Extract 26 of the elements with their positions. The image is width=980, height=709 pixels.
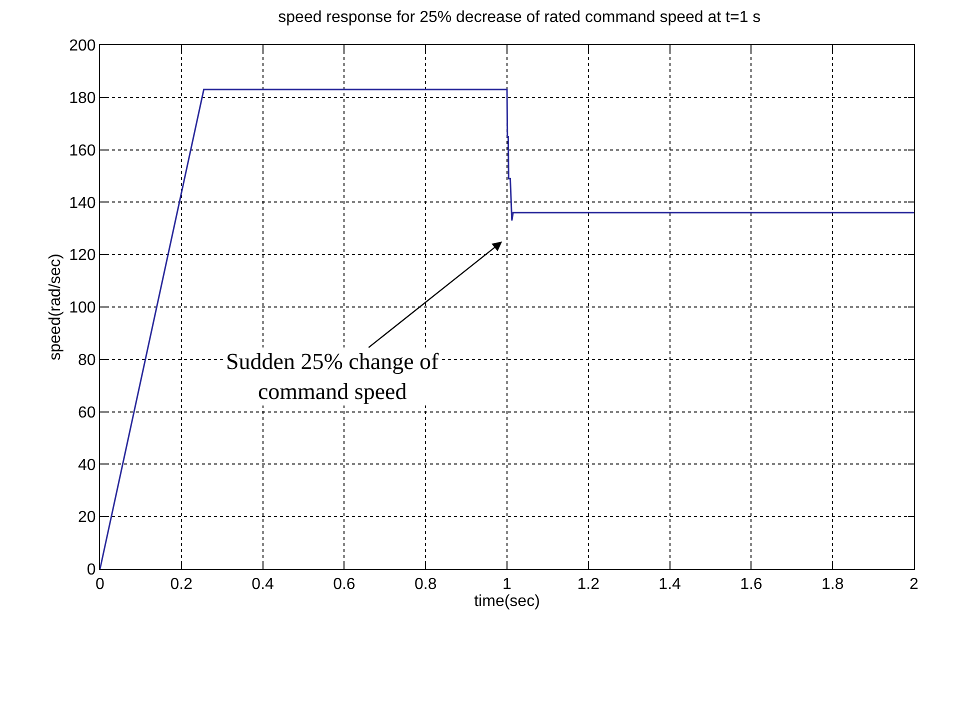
x-tick-label: 1 [502, 576, 512, 594]
chart-title: speed response for 25% decrease of rated command speed at t=1 s [278, 8, 761, 26]
x-tick-label: 1.2 [577, 576, 600, 594]
y-tick-label: 200 [69, 38, 96, 55]
annotation: Sudden 25% change of command speed [226, 349, 440, 404]
y-tick-label: 60 [78, 404, 96, 422]
x-tick-label: 2 [910, 576, 919, 594]
y-axis-title: speed(rad/sec) [46, 254, 64, 360]
y-tick-label: 20 [78, 509, 96, 526]
x-axis-title: time(sec) [474, 593, 540, 610]
y-tick-label: 160 [69, 142, 96, 160]
x-tick-label: 0.4 [252, 576, 274, 594]
y-tick-label: 80 [78, 352, 96, 369]
y-tick-label: 180 [69, 90, 96, 107]
x-tick-label: 1.4 [658, 576, 682, 594]
y-tick-label: 100 [69, 300, 96, 317]
line-series [100, 88, 914, 569]
x-tick-label: 1.8 [821, 576, 844, 594]
x-tick-label: 0.6 [333, 576, 356, 594]
x-tick-label: 0.2 [170, 576, 193, 594]
y-tick-label: 120 [69, 247, 96, 264]
y-tick-label: 0 [86, 562, 96, 579]
y-tick-label: 140 [69, 194, 96, 212]
y-tick-label: 40 [78, 456, 96, 474]
x-tick-label: 0.8 [414, 576, 437, 594]
x-tick-label: 1.6 [740, 576, 762, 594]
